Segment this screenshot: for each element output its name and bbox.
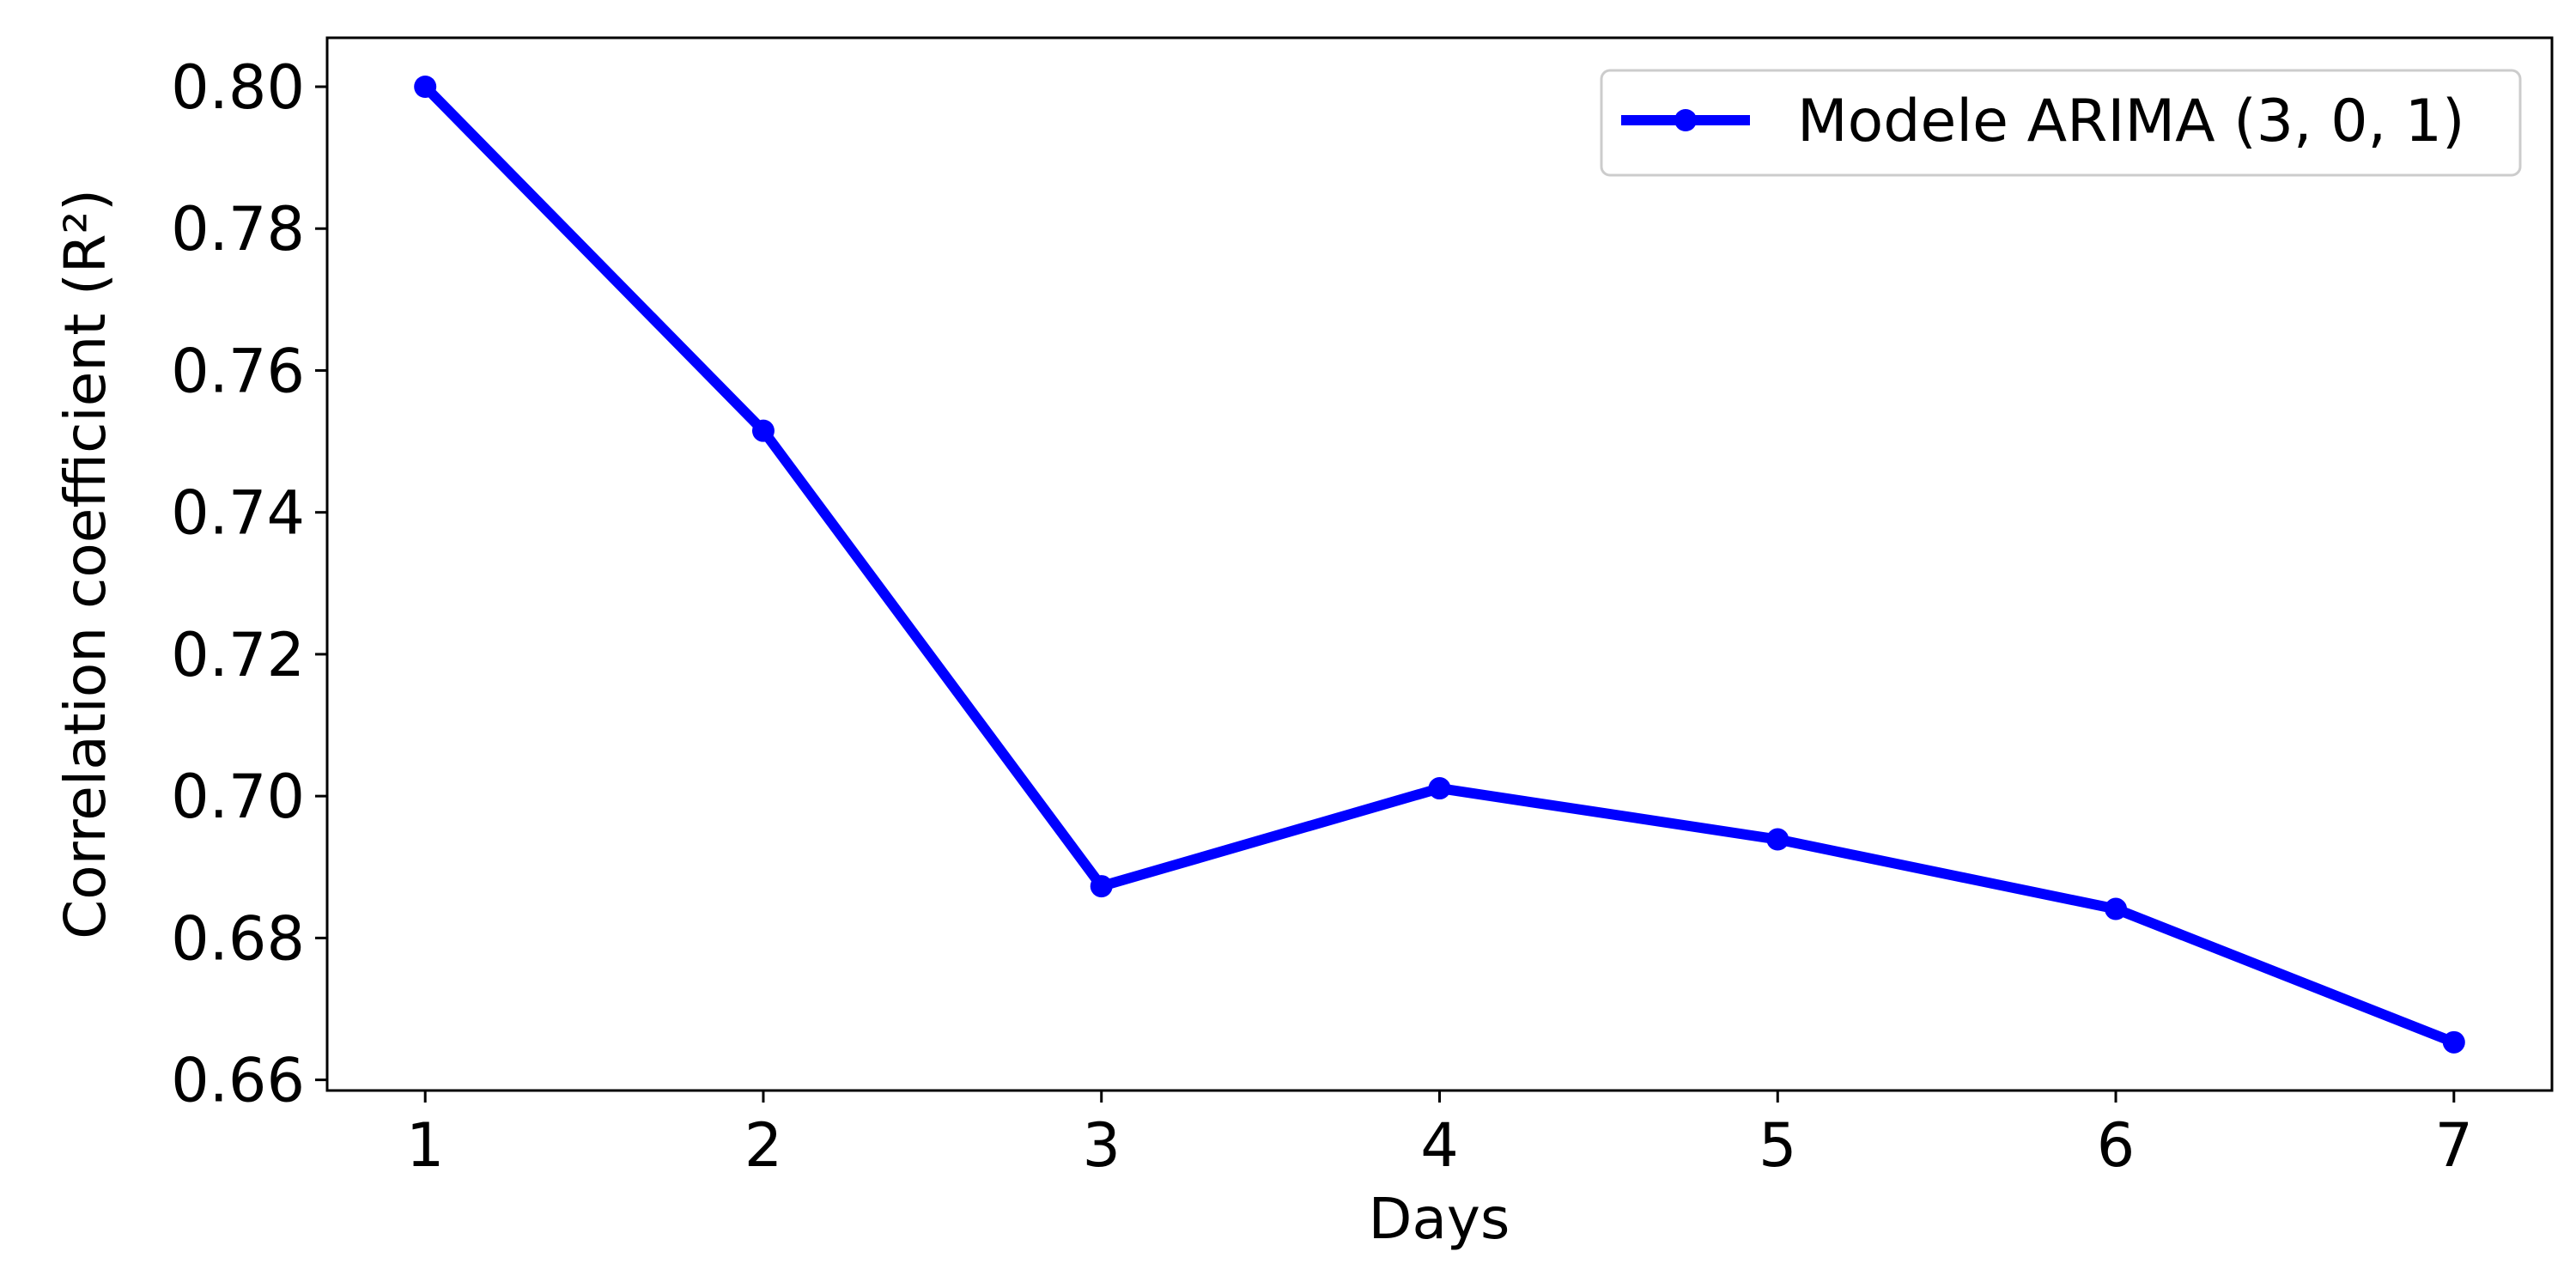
x-axis: 1 2 3 4 5 6 7 (406, 1091, 2473, 1181)
y-axis-label: Correlation coefficient (R²) (52, 189, 118, 939)
y-tick-label: 0.66 (171, 1046, 305, 1116)
plot-area (325, 36, 2554, 1092)
data-point (2105, 897, 2128, 920)
y-tick-label: 0.80 (171, 52, 305, 123)
x-tick-label: 1 (406, 1110, 445, 1181)
y-tick-label: 0.68 (171, 903, 305, 974)
x-axis-label: Days (1369, 1186, 1510, 1252)
legend-marker-swatch (1674, 109, 1697, 131)
y-tick-label: 0.74 (171, 478, 305, 549)
data-point (1428, 777, 1451, 800)
data-point (1090, 875, 1113, 898)
series-layer (414, 76, 2465, 1054)
x-tick-label: 2 (744, 1110, 783, 1181)
x-tick-label: 4 (1420, 1110, 1459, 1181)
data-point (751, 419, 775, 442)
y-tick-label: 0.76 (171, 336, 305, 406)
y-tick-label: 0.78 (171, 194, 305, 264)
legend-entry-label: Modele ARIMA (3, 0, 1) (1797, 88, 2465, 155)
y-tick-label: 0.72 (171, 620, 305, 690)
y-axis: 0.66 0.68 0.70 0.72 0.74 0.76 0.78 0.80 (171, 52, 327, 1116)
data-point (414, 76, 437, 99)
data-point (2442, 1030, 2465, 1054)
x-tick-label: 6 (2097, 1110, 2136, 1181)
x-tick-label: 7 (2435, 1110, 2474, 1181)
y-tick-label: 0.70 (171, 762, 305, 832)
data-point (1766, 828, 1789, 851)
legend-box (1600, 69, 2522, 177)
x-tick-label: 3 (1082, 1110, 1121, 1181)
legend: Modele ARIMA (3, 0, 1) (1600, 69, 2522, 177)
x-tick-label: 5 (1759, 1110, 1797, 1181)
